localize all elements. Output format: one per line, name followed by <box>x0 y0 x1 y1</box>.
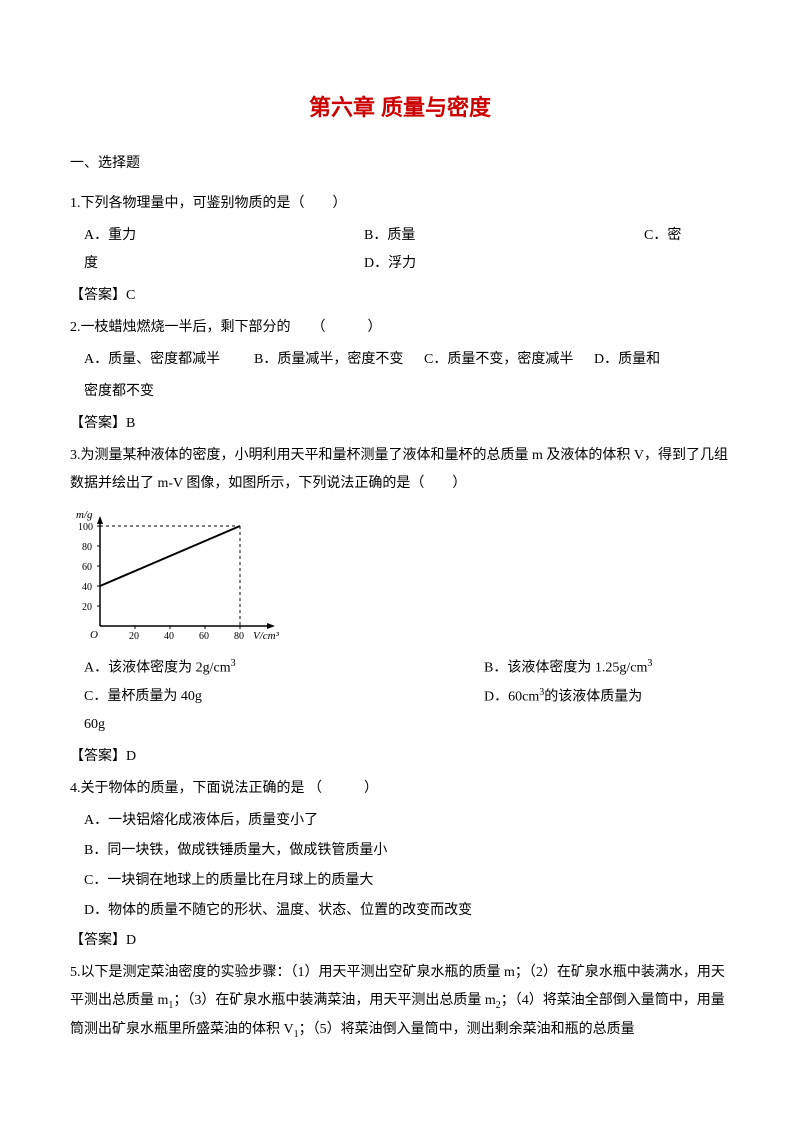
q2-option-d-part: D．质量和 <box>594 346 730 374</box>
q2-option-d-cont: 密度都不变 <box>70 378 730 406</box>
q3-option-c: C．量杯质量为 40g <box>84 683 484 712</box>
svg-text:60: 60 <box>199 631 209 642</box>
chart-y-label: m/g <box>76 509 93 521</box>
q3-option-d-part: D．60cm3的该液体质量为 <box>484 683 730 712</box>
section-header: 一、选择题 <box>70 152 730 172</box>
q2-answer: 【答案】B <box>70 410 730 438</box>
q3-option-b: B．该液体密度为 1.25g/cm3 <box>484 654 730 683</box>
question-3-text: 3.为测量某种液体的密度，小明利用天平和量杯测量了液体和量杯的总质量 m 及液体… <box>70 442 730 498</box>
svg-text:O: O <box>90 629 98 641</box>
q3-option-a: A．该液体密度为 2g/cm3 <box>84 654 484 683</box>
question-5-text: 5.以下是测定菜油密度的实验步骤：（1）用天平测出空矿泉水瓶的质量 m；（2）在… <box>70 959 730 1045</box>
question-1-options-row1: A．重力 B．质量 C．密 <box>70 222 730 250</box>
svg-text:40: 40 <box>164 631 174 642</box>
svg-text:80: 80 <box>82 542 92 553</box>
q4-option-a: A．一块铝熔化成液体后，质量变小了 <box>70 807 730 835</box>
q3-answer: 【答案】D <box>70 743 730 771</box>
question-3-options-row1: A．该液体密度为 2g/cm3 B．该液体密度为 1.25g/cm3 <box>70 654 730 683</box>
svg-text:40: 40 <box>82 582 92 593</box>
question-1-text: 1.下列各物理量中，可鉴别物质的是（ ） <box>70 190 730 218</box>
svg-text:60: 60 <box>82 562 92 573</box>
q1-answer: 【答案】C <box>70 282 730 310</box>
q1-option-b: B．质量 <box>364 222 644 250</box>
svg-text:20: 20 <box>129 631 139 642</box>
chart-data-line <box>100 526 240 586</box>
q2-option-a: A．质量、密度都减半 <box>84 346 254 374</box>
q2-option-b: B．质量减半，密度不变 <box>254 346 424 374</box>
q3-option-d-cont: 60g <box>70 711 730 739</box>
q1-option-c-cont: 度 <box>84 250 364 278</box>
q1-option-a: A．重力 <box>84 222 364 250</box>
question-1-options-row2: 度 D．浮力 <box>70 250 730 278</box>
svg-text:80: 80 <box>234 631 244 642</box>
svg-text:20: 20 <box>82 602 92 613</box>
question-4-text: 4.关于物体的质量，下面说法正确的是 （ ） <box>70 775 730 803</box>
q2-option-c: C．质量不变，密度减半 <box>424 346 594 374</box>
question-3-options-row2: C．量杯质量为 40g D．60cm3的该液体质量为 <box>70 683 730 712</box>
chart-x-label: V/cm³ <box>253 630 280 642</box>
q4-answer: 【答案】D <box>70 927 730 955</box>
q1-option-c-part: C．密 <box>644 222 730 250</box>
question-2-options: A．质量、密度都减半 B．质量减半，密度不变 C．质量不变，密度减半 D．质量和 <box>70 346 730 374</box>
page-title: 第六章 质量与密度 <box>70 90 730 122</box>
q3-chart: m/g 20 40 60 80 100 20 40 60 80 O V/cm³ <box>70 506 290 646</box>
chart-x-arrow <box>267 623 275 629</box>
q1-option-d: D．浮力 <box>364 250 730 278</box>
q4-option-c: C．一块铜在地球上的质量比在月球上的质量大 <box>70 867 730 895</box>
svg-text:100: 100 <box>78 522 93 533</box>
q4-option-d: D．物体的质量不随它的形状、温度、状态、位置的改变而改变 <box>70 897 730 925</box>
question-2-text: 2.一枝蜡烛燃烧一半后，剩下部分的 （ ） <box>70 314 730 342</box>
chart-y-arrow <box>97 516 103 524</box>
q4-option-b: B．同一块铁，做成铁锤质量大，做成铁管质量小 <box>70 837 730 865</box>
